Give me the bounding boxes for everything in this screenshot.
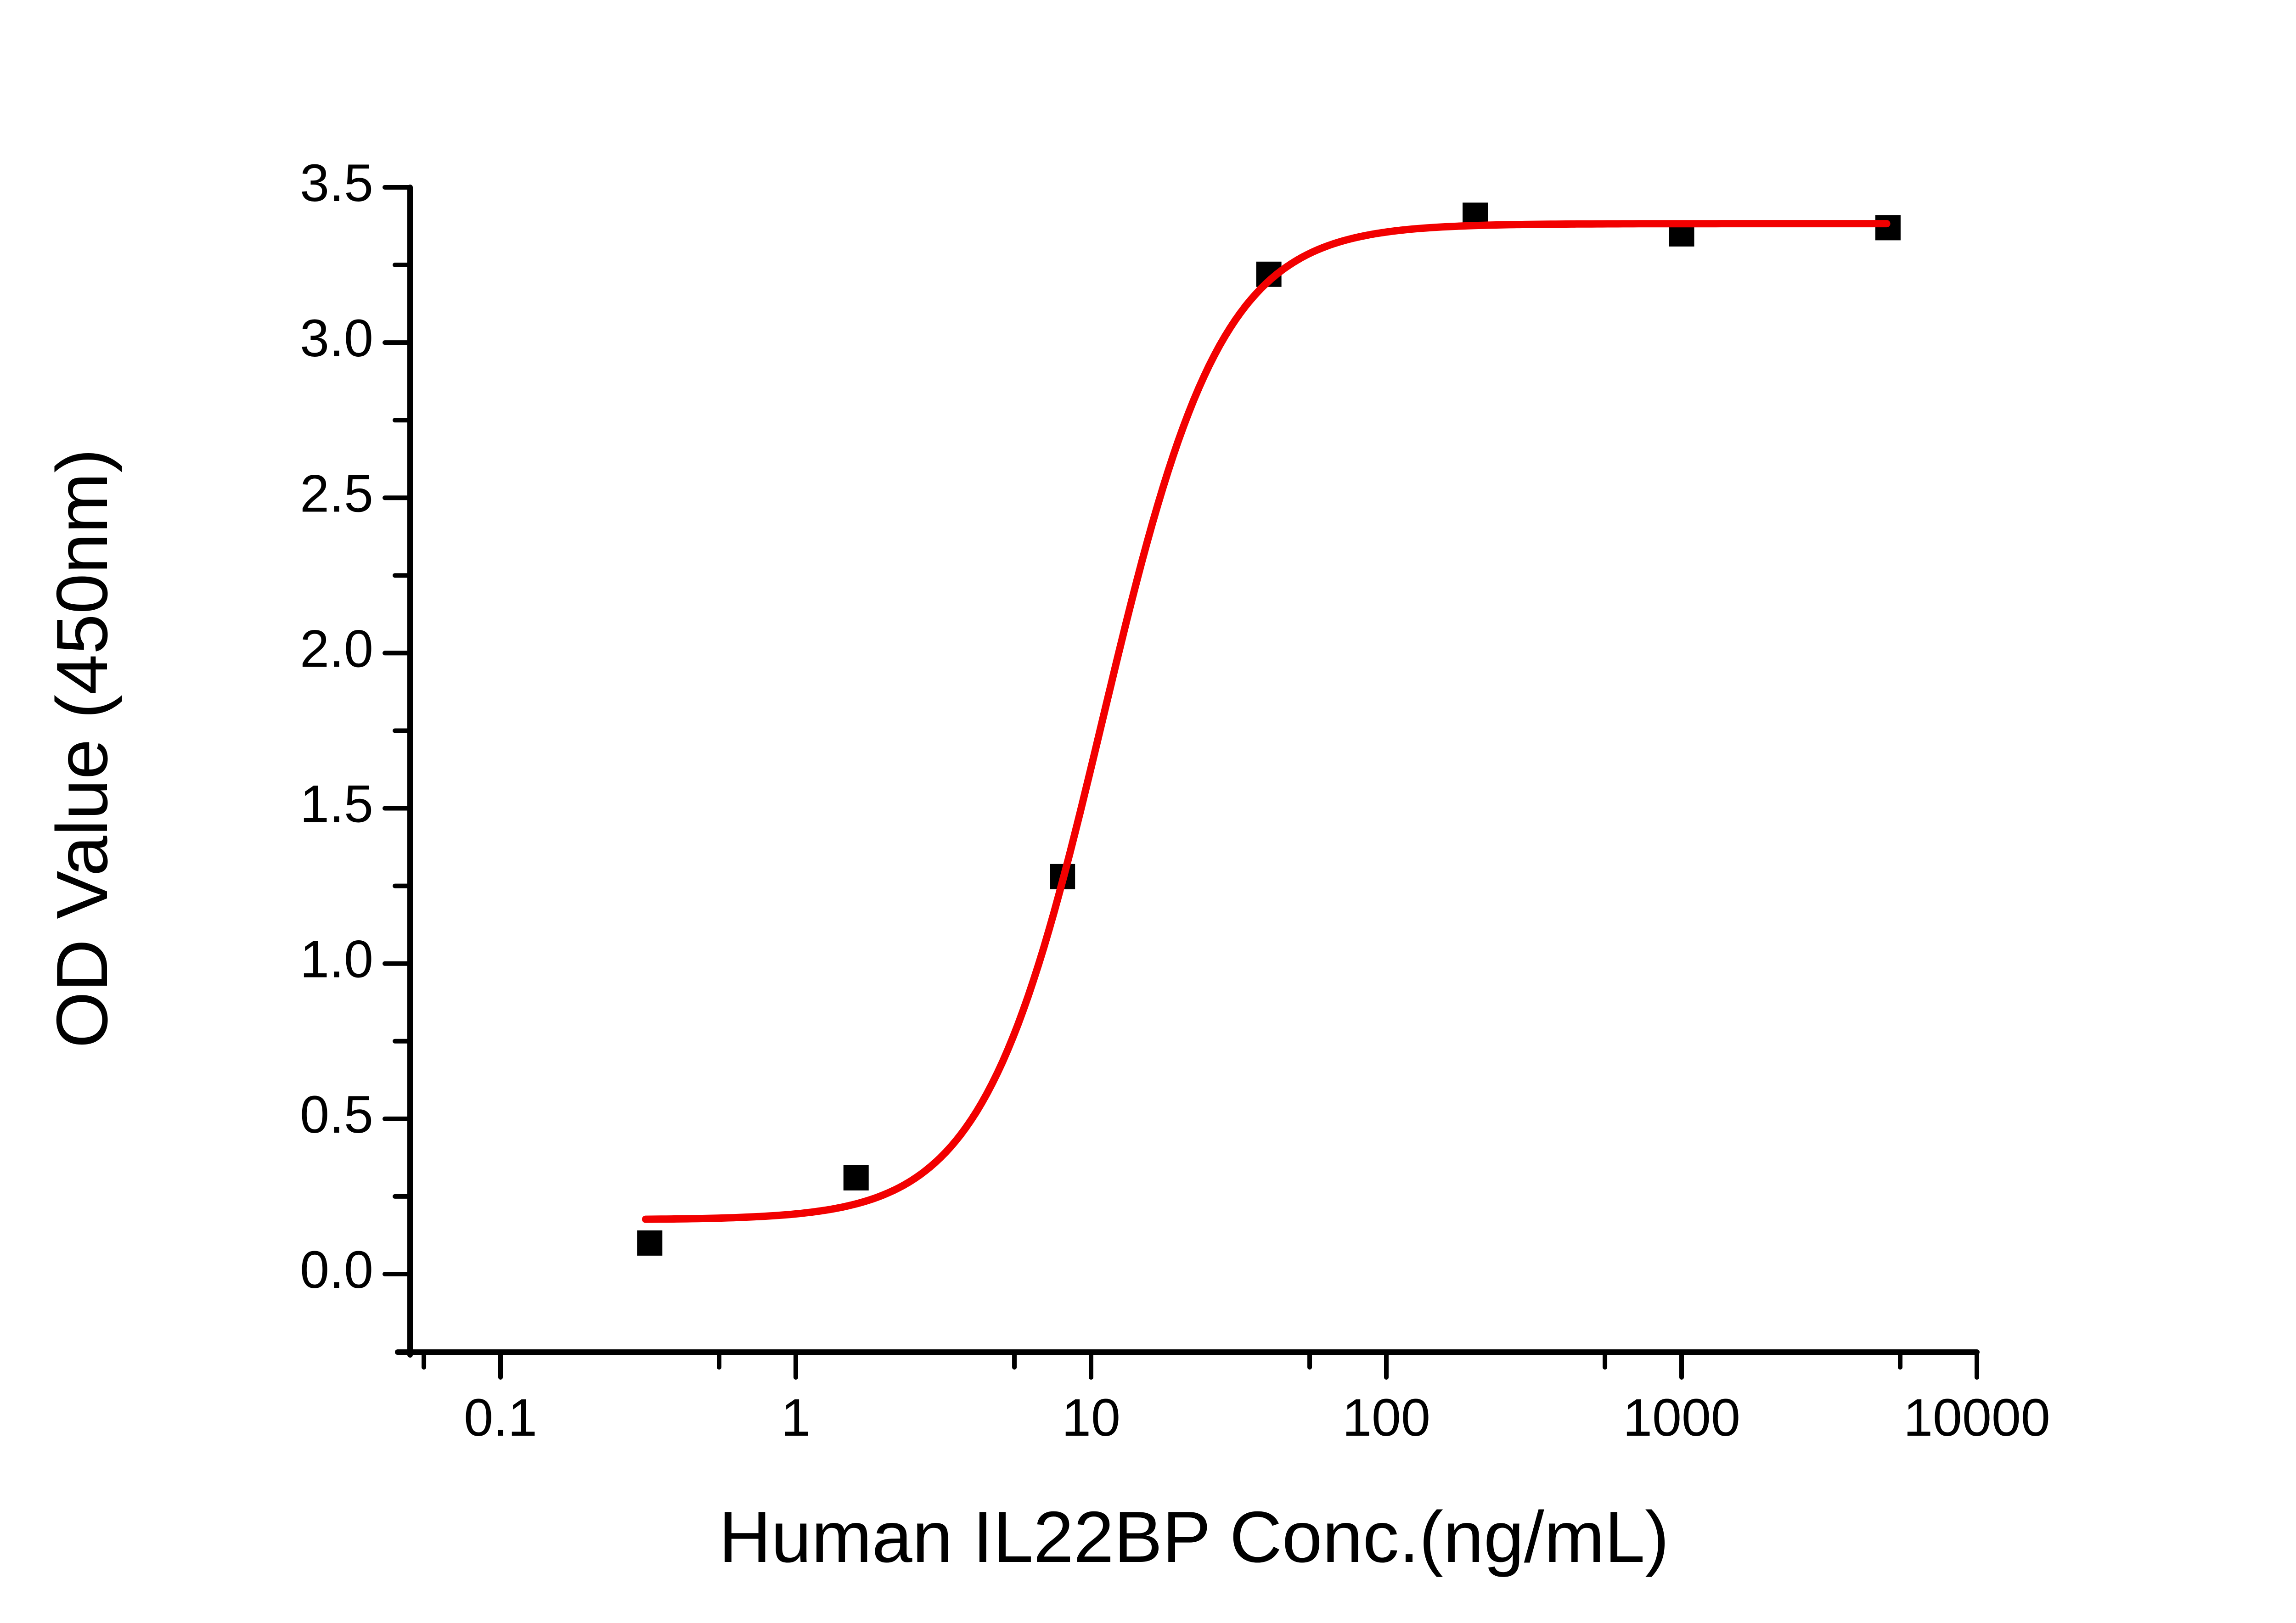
x-tick-label: 1 <box>781 1388 810 1447</box>
data-point-square <box>637 1230 663 1256</box>
y-tick-label: 0.0 <box>300 1241 373 1299</box>
y-tick-label: 2.5 <box>300 464 373 523</box>
y-tick-label: 3.0 <box>300 309 373 368</box>
x-tick-label: 1000 <box>1623 1388 1740 1447</box>
x-tick-label: 10 <box>1062 1388 1120 1447</box>
plot-area: 0.0 0.5 1.0 1.5 2.0 2.5 3.0 3.5 0.1 1 10 100 1000 100… <box>300 154 2050 1447</box>
y-tick-label: 1.0 <box>300 930 373 989</box>
x-tick-label: 10000 <box>1903 1388 2050 1447</box>
x-tick-label: 0.1 <box>464 1388 537 1447</box>
y-tick-label: 3.5 <box>300 154 373 213</box>
y-tick-label: 2.0 <box>300 619 373 678</box>
fit-curve <box>642 220 1891 1223</box>
y-axis-title: OD Value (450nm) <box>42 449 123 1048</box>
y-tick-label: 1.5 <box>300 775 373 834</box>
data-point-square <box>843 1165 869 1191</box>
x-tick-label: 100 <box>1342 1388 1430 1447</box>
data-point-square <box>1875 215 1901 241</box>
x-axis-title: Human IL22BP Conc.(ng/mL) <box>719 1497 1669 1578</box>
y-tick-label: 0.5 <box>300 1085 373 1144</box>
